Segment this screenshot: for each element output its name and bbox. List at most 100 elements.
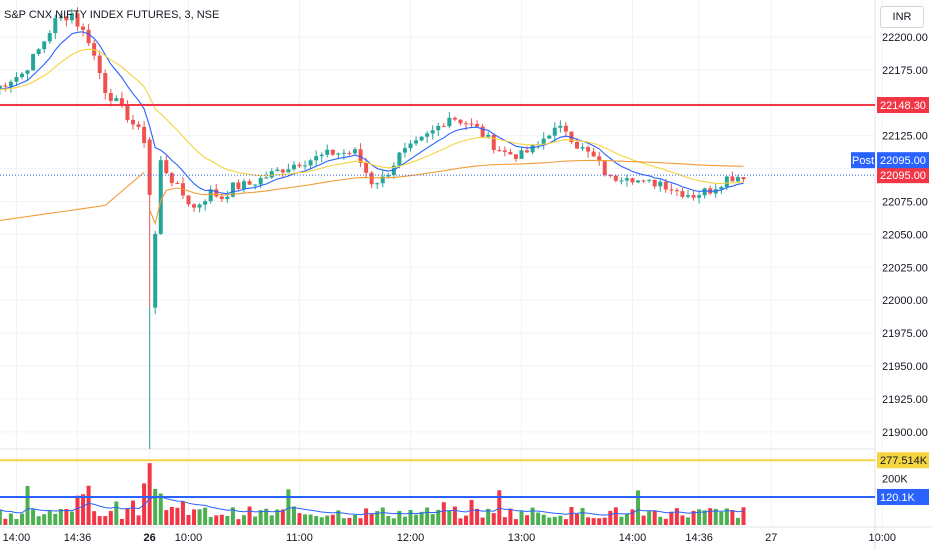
candle [586, 147, 591, 152]
volume-bar [730, 510, 735, 525]
candle [724, 176, 729, 188]
volume-bar [153, 488, 158, 525]
candle [247, 181, 252, 185]
volume-bar [397, 510, 402, 525]
last-price-label: 22095.00 [880, 170, 926, 182]
candle [630, 178, 635, 183]
candle [636, 180, 641, 183]
vwap-line [149, 159, 744, 226]
volume-bar [508, 508, 513, 525]
candle [441, 125, 446, 127]
volume-bar [697, 509, 702, 525]
volume-bar [175, 507, 180, 525]
volume-bar [225, 515, 230, 525]
volume-bar [147, 463, 152, 525]
x-tick-label: 14:00 [3, 532, 31, 544]
x-tick-label: 27 [765, 532, 777, 544]
volume-bar [131, 500, 135, 525]
candle [358, 149, 363, 163]
volume-bar [347, 517, 352, 525]
volume-bar [14, 518, 19, 525]
candle [208, 189, 213, 202]
volume-bar [330, 514, 335, 525]
ema-fast-line [0, 31, 744, 195]
volume-bar [336, 510, 341, 525]
candle [347, 152, 352, 154]
candle [64, 16, 69, 21]
candle [214, 189, 219, 197]
volume-bar [480, 517, 485, 525]
candle [608, 174, 613, 176]
candle [674, 190, 679, 192]
volume-bar [25, 485, 30, 525]
candle [291, 164, 296, 170]
candle [147, 139, 152, 195]
candle [303, 165, 308, 167]
candle [264, 177, 269, 179]
volume-bar [619, 516, 624, 525]
candle [624, 178, 629, 181]
candle [330, 149, 335, 155]
candle [491, 134, 496, 151]
volume-average-label-bg [877, 488, 929, 505]
candle [547, 135, 552, 139]
volume-bar [419, 511, 424, 525]
volume-bar [447, 510, 452, 525]
candle [258, 178, 263, 185]
candle [341, 152, 346, 154]
x-tick-label: 14:36 [64, 532, 92, 544]
volume-tick-label: 200K [882, 473, 908, 485]
candle [253, 184, 258, 186]
volume-average-label: 120.1K [880, 492, 916, 504]
volume-bar [353, 514, 357, 525]
volume-bar [81, 494, 86, 525]
candle [452, 117, 457, 120]
volume-bar [186, 514, 191, 525]
y-tick-label: 22125.00 [882, 131, 928, 143]
volume-bar [597, 518, 602, 525]
candle [119, 98, 124, 105]
vwap-line [0, 171, 145, 221]
volume-bar [253, 516, 258, 525]
candle [230, 182, 235, 197]
candle [513, 154, 518, 159]
candle [680, 191, 685, 197]
volume-bar [613, 507, 618, 525]
volume-bar [364, 508, 369, 525]
volume-bar [264, 508, 269, 525]
candle [552, 127, 557, 136]
candle [525, 150, 530, 153]
volume-bar [158, 493, 163, 525]
candle [186, 195, 191, 205]
candle [0, 85, 2, 90]
volume-bar [519, 511, 524, 525]
volume-bar [575, 513, 579, 525]
candle [580, 147, 585, 149]
ema-slow-line [0, 48, 744, 185]
volume-bar [108, 511, 113, 525]
x-tick-label: 10:00 [868, 532, 896, 544]
candle [597, 156, 602, 162]
volume-bar [486, 508, 491, 525]
volume-bar [469, 500, 474, 525]
volume-bar [414, 514, 419, 525]
y-tick-label: 22025.00 [882, 262, 928, 274]
candle [497, 150, 502, 152]
candle [20, 73, 24, 78]
candle [669, 189, 674, 191]
volume-bar [408, 510, 413, 525]
volume-bar [242, 515, 246, 525]
volume-bar [525, 515, 530, 525]
volume-bar [291, 506, 296, 525]
candle [719, 187, 724, 190]
currency-button[interactable]: INR [880, 6, 924, 28]
volume-bar [303, 514, 308, 525]
volume-bar [192, 509, 197, 525]
volume-bar [8, 513, 13, 525]
x-tick-label: 26 [144, 532, 156, 544]
volume-bar [513, 519, 518, 525]
candle [225, 196, 230, 200]
candle [297, 164, 302, 167]
volume-bar [0, 509, 2, 525]
